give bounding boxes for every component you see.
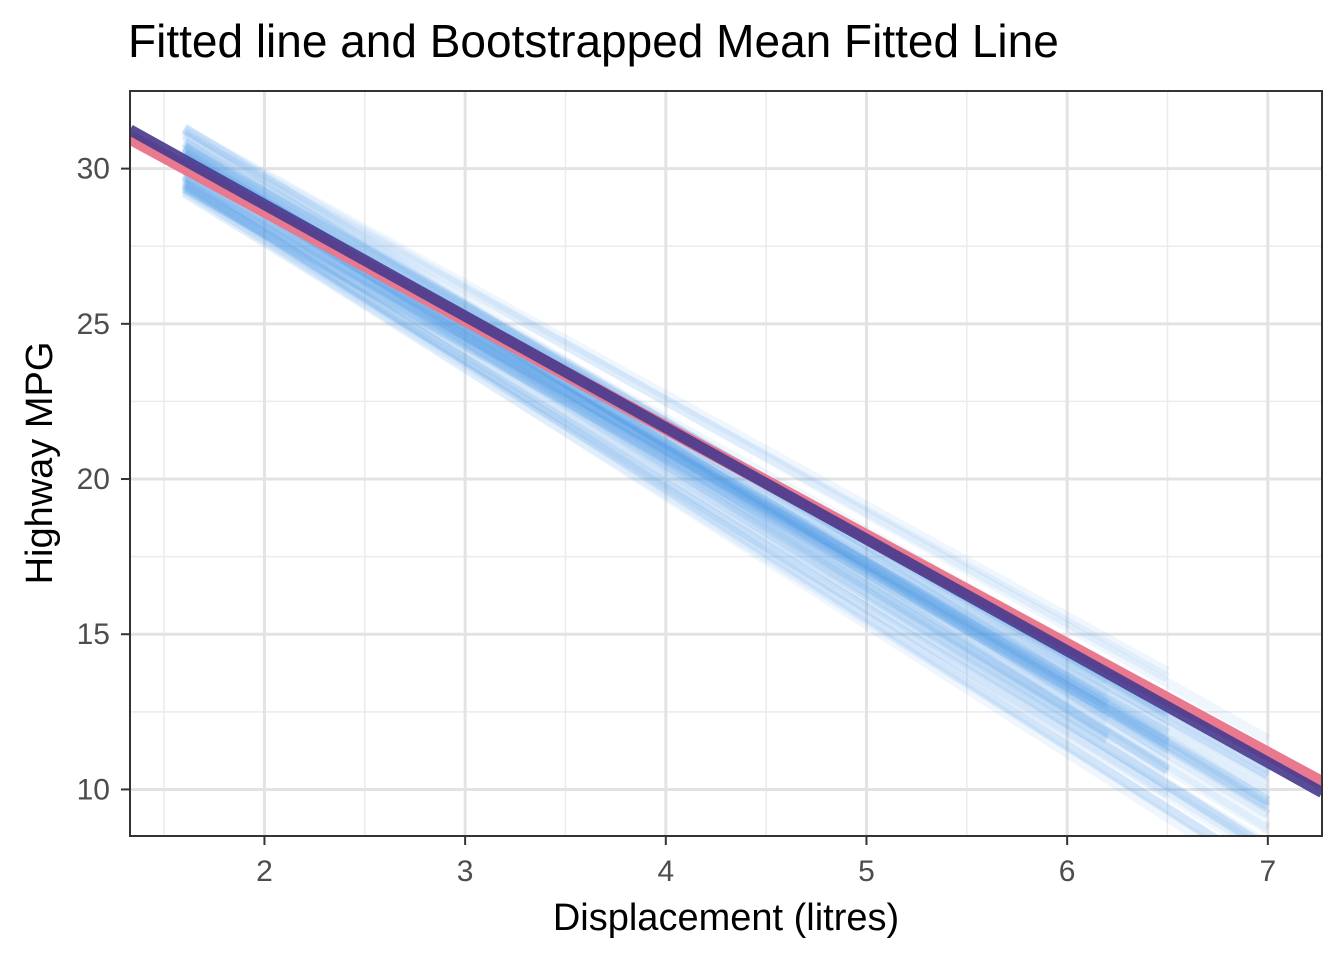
y-tick-label: 20 [77,463,110,496]
bootstrap-sample-line [181,171,1260,836]
bootstrap-sample-line [181,177,1271,783]
x-axis-label: Displacement (litres) [553,897,899,939]
x-tick-label: 5 [858,855,875,888]
plot-border [129,90,1323,837]
y-axis-label: Highway MPG [19,342,61,585]
y-tick-label: 15 [77,618,110,651]
bootstrap-sample-line [181,183,1271,795]
bootstrap-sample-line [181,178,1170,748]
bootstrap-sample-line [181,182,1170,733]
bootstrap-sample-line [181,187,1221,836]
bootstrap-sample-line [181,125,1271,744]
x-tick-label: 7 [1259,855,1276,888]
bootstrap-sample-line [181,169,1170,739]
bootstrap-sample-line [181,173,1170,738]
bootstrap-sample-line [181,188,1251,836]
y-tick-label: 30 [77,153,110,186]
bootstrap-sample-line [181,177,1221,836]
bootstrap-sample-line [181,130,1170,683]
bootstrap-lines [181,123,1271,836]
bootstrap-sample-line [181,158,1257,836]
bootstrap-sample-line [181,180,1110,745]
y-axis: 10 15 20 25 30 [77,153,130,806]
bootstrap-sample-line [181,170,1271,780]
bootstrapped-mean-fitted-line [130,124,1322,798]
bootstrap-sample-line [181,174,1110,742]
bootstrap-sample-line [181,158,1171,778]
x-tick-label: 2 [256,855,273,888]
x-axis: 2 3 4 5 6 7 [256,836,1276,888]
chart-title: Fitted line and Bootstrapped Mean Fitted… [128,15,1059,67]
plot-area [130,123,1322,836]
bootstrap-sample-line [181,180,1271,806]
bootstrap-sample-line [181,131,1171,759]
bootstrap-sample-line [181,183,1271,800]
bootstrap-sample-line [181,172,1271,789]
x-tick-label: 6 [1059,855,1076,888]
bootstrap-sample-line [181,179,1244,836]
bootstrap-sample-line [181,181,1171,799]
bootstrap-sample-line [181,165,1271,835]
y-tick-label: 10 [77,773,110,806]
grid-major [130,91,1322,836]
bootstrap-sample-line [181,185,1264,836]
bootstrap-sample-line [181,124,1170,677]
grid-minor [130,91,1322,836]
bootstrap-sample-line [181,167,1171,775]
y-tick-label: 25 [77,308,110,341]
bootstrap-sample-line [181,183,1207,836]
bootstrap-sample-line [181,170,1110,707]
x-tick-label: 3 [457,855,474,888]
bootstrap-sample-line [181,177,1218,836]
x-tick-label: 4 [657,855,674,888]
